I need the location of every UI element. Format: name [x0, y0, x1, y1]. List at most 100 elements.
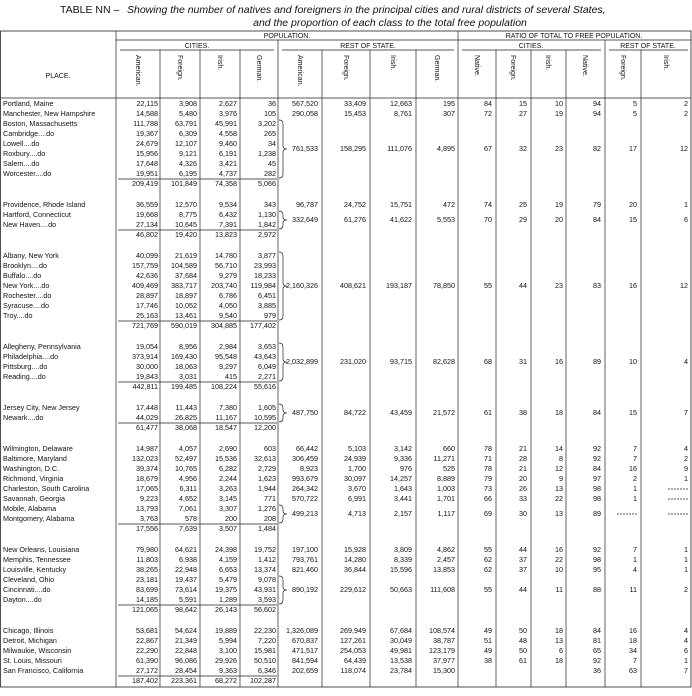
cell-value: 1 [684, 555, 688, 564]
cell-value: 98 [593, 494, 601, 503]
cell-value: 13 [555, 509, 563, 518]
cell-value: 10,595 [254, 413, 276, 422]
cell-value: 4,159 [219, 555, 237, 564]
cell-value: 7,220 [258, 636, 276, 645]
cell-value: 98 [593, 555, 601, 564]
cell-value: 83,699 [136, 585, 158, 594]
cell-value: 1,289 [219, 595, 237, 604]
cell-value: 55 [484, 281, 492, 290]
cell-value: 34 [268, 139, 276, 148]
cell-value: 61,276 [344, 215, 366, 224]
cell-value: 15 [629, 408, 637, 417]
cell-value: 82,628 [433, 357, 455, 366]
cell-value: 6,191 [219, 149, 237, 158]
place-name: Reading....do [3, 372, 46, 381]
cell-value: 24,939 [344, 454, 366, 463]
cell-value: 53,681 [136, 626, 158, 635]
cell-value: 1,238 [258, 149, 276, 158]
cell-value: 841,594 [292, 656, 318, 665]
cell-value: 264,342 [292, 484, 318, 493]
cell-value: 61 [519, 656, 527, 665]
place-name: Manchester, New Hampshire [3, 109, 95, 118]
cell-value: 16 [629, 281, 637, 290]
cell-value: 3,307 [219, 504, 237, 513]
place-name: Newark....do [3, 413, 43, 422]
cell-value: 9 [559, 474, 563, 483]
cell-value: 44,029 [136, 413, 158, 422]
cell-value: 84,722 [344, 408, 366, 417]
cell-value: 6,432 [219, 210, 237, 219]
total-value: 56,602 [254, 605, 276, 614]
cell-value: 89 [593, 357, 601, 366]
place-name: Cleveland, Ohio [3, 575, 54, 584]
cell-value: 265 [264, 129, 276, 138]
cell-value: 65 [593, 646, 601, 655]
cell-value: 11,271 [434, 454, 455, 463]
cell-value: 6,938 [179, 555, 197, 564]
cell-value: 29 [519, 215, 527, 224]
cell-value: 132,023 [132, 454, 158, 463]
cell-value: 15,981 [254, 646, 276, 655]
cell-value: 10,765 [175, 464, 197, 473]
cell-value: 52,497 [175, 454, 197, 463]
cell-value: 31 [519, 357, 527, 366]
cell-value: 229,612 [340, 585, 366, 594]
cell-value: 2,984 [219, 342, 237, 351]
cell-value: 119,984 [251, 281, 276, 290]
place-name: Savannah, Georgia [3, 494, 65, 503]
cell-value: 79 [484, 474, 492, 483]
cell-value: 761,533 [292, 144, 318, 153]
cell-value: 19,951 [136, 169, 158, 178]
cell-value: 1,605 [258, 403, 276, 412]
cell-value: 6,195 [179, 169, 197, 178]
cell-value: 45,991 [215, 119, 237, 128]
cell-value: 62 [484, 565, 492, 574]
cell-value: 1,276 [258, 504, 276, 513]
cell-value: 8,956 [179, 342, 197, 351]
cell-value: 43,643 [254, 352, 276, 361]
cell-value: 63 [629, 666, 637, 675]
column-header: American. [134, 55, 141, 87]
place-name: Memphis, Tennessee [3, 555, 71, 564]
total-value: 74,358 [215, 179, 237, 188]
cell-value: 19 [555, 109, 563, 118]
cell-value: 55 [484, 585, 492, 594]
total-value: 187,402 [132, 676, 158, 685]
cell-value: 94 [593, 109, 601, 118]
cell-value: 1 [684, 200, 688, 209]
cell-value: 15,536 [215, 454, 237, 463]
cell-value: 63,791 [175, 119, 197, 128]
cell-value: 18,897 [175, 291, 197, 300]
cell-value: 62 [484, 555, 492, 564]
brace [278, 575, 288, 605]
cell-value: 3,145 [219, 494, 237, 503]
cell-value: 373,914 [132, 352, 158, 361]
cell-value: 92 [593, 444, 601, 453]
cell-value: 290,058 [292, 109, 318, 118]
place-name: Allegheny, Pennsylvania [3, 342, 81, 351]
cell-value: 1 [684, 656, 688, 665]
cell-value: 578 [185, 514, 197, 523]
cell-value: 38 [484, 656, 492, 665]
cell-value: 66 [484, 494, 492, 503]
cell-value: 5,994 [219, 636, 237, 645]
cell-value: 4,713 [348, 509, 366, 518]
cell-value: 11,803 [137, 555, 158, 564]
cell-value: 9 [684, 464, 688, 473]
cell-value: 28,897 [136, 291, 158, 300]
cell-value: 118,074 [341, 666, 366, 675]
cell-value: 525 [443, 464, 455, 473]
place-name: Syracuse....do [3, 301, 49, 310]
total-value: 55,616 [254, 382, 276, 391]
title-line: Showing the number of natives and foreig… [127, 4, 606, 16]
cell-value: 6,049 [258, 362, 276, 371]
cell-value: 15,956 [136, 149, 158, 158]
cell-value: 83 [593, 281, 601, 290]
cell-value: 22 [555, 555, 563, 564]
cell-value: 127,261 [340, 636, 366, 645]
cell-value: 11 [556, 585, 563, 594]
cell-value: 7 [633, 444, 637, 453]
cell-value: 28 [519, 454, 527, 463]
place-name: Troy....do [3, 311, 33, 320]
cell-value: 660 [443, 444, 455, 453]
